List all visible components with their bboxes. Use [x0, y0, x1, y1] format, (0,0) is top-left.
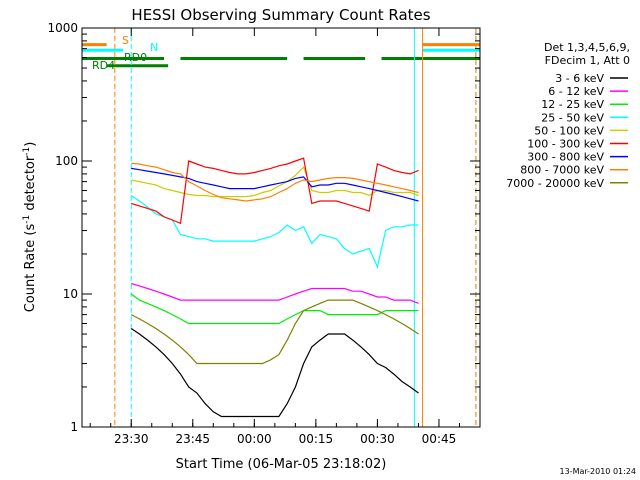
y-tick-label: 100 — [55, 154, 78, 168]
legend-label-3-6-kev: 3 - 6 keV — [555, 72, 604, 85]
series-lines — [130, 157, 419, 418]
legend-header-line-1: Det 1,3,4,5,6,9, — [544, 41, 630, 54]
annotation-rd0: RD0 — [124, 51, 147, 64]
y-axis-label: Count Rate (s-1 detector-1) — [22, 142, 38, 313]
x-tick-label: 23:30 — [114, 432, 149, 446]
series-line-25-50-kev — [130, 195, 419, 269]
series-line-100-300-kev — [131, 157, 419, 225]
series-line-800-7000-kev — [131, 162, 419, 202]
series-line-12-25-kev — [130, 293, 419, 325]
legend-label-7000-20000-kev: 7000 - 20000 keV — [506, 177, 604, 190]
x-tick-label: 23:45 — [175, 432, 210, 446]
axis-ticks: 23:30 23:45 00:00 00:15 00:30 00:45 1 10 100 1000 — [47, 21, 480, 446]
x-tick-label: 00:30 — [360, 432, 395, 446]
legend-label-25-50-kev: 25 - 50 keV — [541, 111, 604, 124]
chart-title: HESSI Observing Summary Count Rates — [131, 6, 430, 24]
flag-bars — [82, 43, 480, 68]
x-tick-label: 00:15 — [299, 432, 334, 446]
timestamp: 13-Mar-2010 01:24 — [560, 467, 637, 476]
series-line-6-12-kev — [131, 282, 419, 304]
series-line-3-6-kev — [130, 328, 419, 418]
annotation-rd4: RD4 — [92, 59, 115, 72]
x-tick-label: 00:00 — [237, 432, 272, 446]
legend-label-6-12-kev: 6 - 12 keV — [548, 85, 604, 98]
flag-vlines — [114, 28, 477, 427]
y-tick-label: 1 — [70, 420, 78, 434]
series-line-300-800-kev — [131, 167, 419, 202]
x-tick-label: 00:45 — [422, 432, 457, 446]
annotation-s: S — [122, 34, 129, 47]
x-axis-label: Start Time (06-Mar-05 23:18:02) — [176, 457, 387, 472]
y-tick-label: 10 — [63, 287, 78, 301]
legend-label-12-25-kev: 12 - 25 keV — [541, 98, 604, 111]
legend-label-50-100-kev: 50 - 100 keV — [534, 124, 604, 137]
annotation-n: N — [150, 41, 158, 54]
legend-label-300-800-kev: 300 - 800 keV — [527, 151, 604, 164]
y-tick-label: 1000 — [47, 21, 78, 35]
legend-label-800-7000-kev: 800 - 7000 keV — [520, 164, 604, 177]
plot-frame — [81, 27, 481, 428]
series-line-50-100-kev — [131, 165, 419, 198]
legend-header-line-2: FDecim 1, Att 0 — [545, 54, 630, 67]
series-line-7000-20000-kev — [130, 299, 419, 365]
legend-label-100-300-kev: 100 - 300 keV — [527, 138, 604, 151]
